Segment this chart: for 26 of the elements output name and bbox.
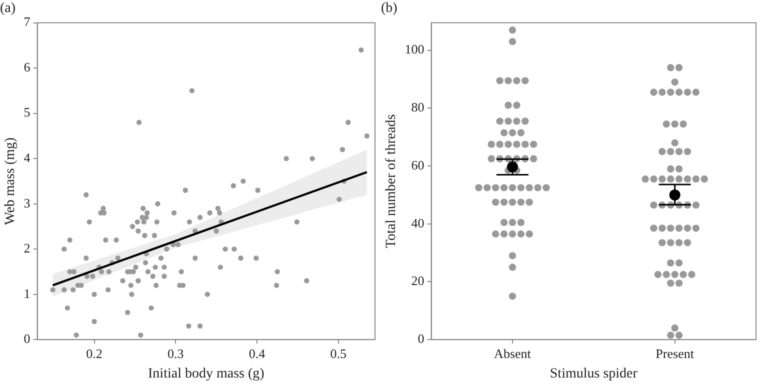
y-tick-label: 2 [24, 240, 30, 256]
x-axis-title: Stimulus spider [550, 366, 638, 382]
x-tick-label: Absent [494, 346, 532, 361]
y-tick-label: 3 [24, 195, 30, 210]
y-tick-label: 100 [404, 42, 424, 57]
x-tick-label: 0.4 [248, 346, 266, 361]
y-tick-label: 0 [24, 331, 30, 346]
y-tick-label: 7 [24, 14, 31, 30]
x-tick-label: 0.3 [168, 346, 184, 361]
x-tick-label: 0.2 [86, 346, 102, 361]
x-tick-label: 0.5 [330, 346, 347, 361]
y-tick-label: 60 [411, 157, 424, 172]
y-tick-label: 1 [24, 286, 30, 301]
y-tick-label: 0 [418, 331, 424, 346]
y-axis-title: Web mass (mg) [3, 137, 18, 225]
y-axis-title: Total number of threads [384, 114, 400, 248]
y-tick-label: 4 [24, 150, 31, 165]
y-tick-label: 5 [24, 104, 30, 120]
x-tick-label: Present [656, 346, 694, 361]
y-tick-label: 40 [411, 215, 424, 230]
y-tick-label: 80 [411, 100, 424, 115]
y-tick-label: 20 [411, 273, 424, 288]
chart-title: (b) [381, 1, 398, 16]
y-tick-label: 6 [24, 59, 31, 74]
chart-title: (a) [0, 1, 16, 16]
x-axis-title: Initial body mass (g) [148, 366, 265, 382]
